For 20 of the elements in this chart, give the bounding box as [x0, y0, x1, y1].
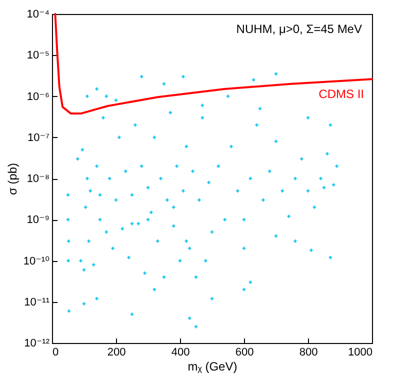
series-label: CDMS II [318, 87, 364, 102]
y-tick-label: 10⁻⁸ [26, 173, 50, 185]
x-tick-label: 200 [107, 346, 126, 358]
y-tick-label: 10⁻¹² [24, 338, 50, 350]
x-tick-label: 0 [52, 346, 59, 358]
y-tick-label: 10⁻⁷ [27, 132, 50, 144]
x-tick-label: 800 [299, 346, 318, 358]
y-tick-label: 10⁻¹¹ [24, 296, 50, 308]
line-series [54, 13, 373, 115]
y-tick-label: 10⁻⁵ [26, 50, 50, 62]
y-axis-title: σ (pb) [5, 162, 20, 196]
annotation: NUHM, μ>0, Σ=45 MeV [236, 22, 362, 36]
y-tick-label: 10⁻⁴ [26, 8, 50, 20]
x-axis-title: mᵪ (GeV) [188, 360, 238, 374]
y-tick-label: 10⁻⁶ [26, 90, 50, 103]
x-tick-label: 600 [235, 346, 254, 358]
y-tick-label: 10⁻¹⁰ [23, 255, 50, 268]
x-tick-label: 400 [171, 346, 190, 358]
x-tick-label: 1000 [348, 346, 372, 358]
y-tick-label: 10⁻⁹ [26, 214, 50, 226]
